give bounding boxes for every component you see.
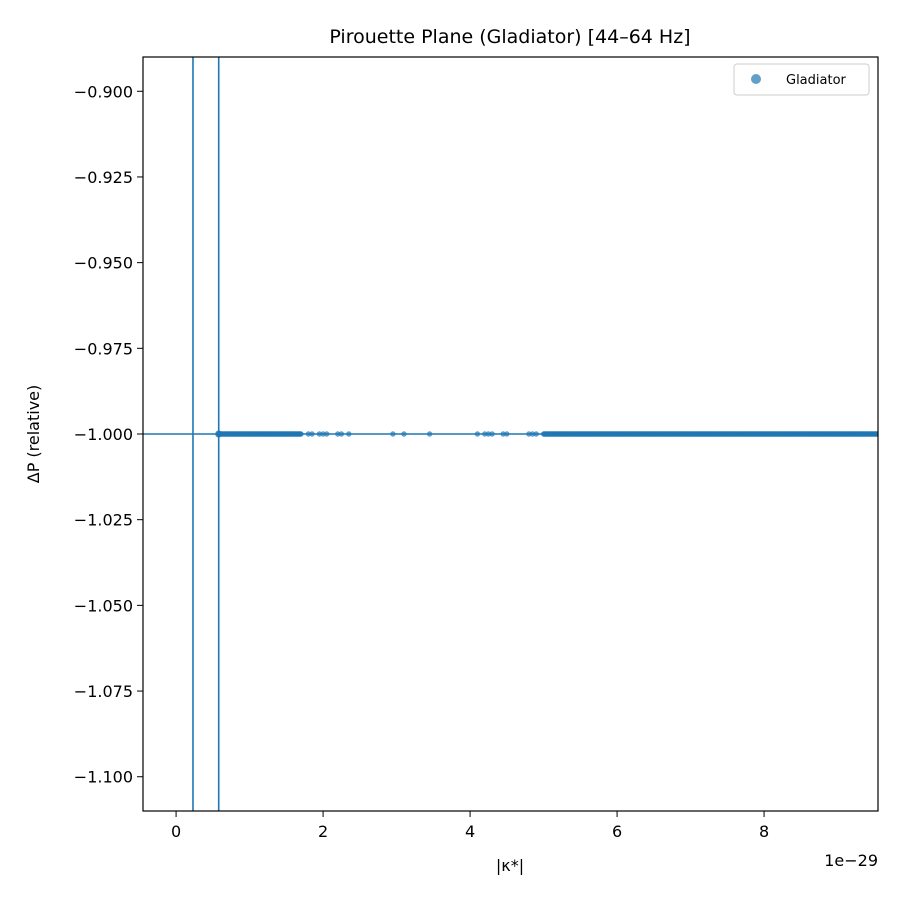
data-point bbox=[338, 431, 345, 437]
legend-box bbox=[733, 63, 870, 96]
x-axis-offset-text: 1e−29 bbox=[824, 851, 878, 870]
legend-label-gladiator: Gladiator bbox=[786, 73, 847, 88]
data-point bbox=[504, 431, 510, 437]
x-tick-label: 6 bbox=[612, 822, 622, 841]
y-tick-label: −1.000 bbox=[74, 425, 133, 444]
data-point bbox=[401, 431, 407, 437]
x-tick-label: 0 bbox=[171, 822, 181, 841]
data-point bbox=[474, 431, 481, 437]
chart-title: Pirouette Plane (Gladiator) [44–64 Hz] bbox=[329, 26, 690, 48]
data-point bbox=[489, 431, 495, 437]
plot-contents bbox=[143, 57, 878, 811]
y-tick-label: −1.050 bbox=[74, 596, 133, 615]
x-axis-label: |κ*| bbox=[496, 856, 524, 875]
y-tick-label: −0.925 bbox=[74, 168, 133, 187]
data-point bbox=[298, 431, 304, 437]
data-point bbox=[426, 431, 433, 437]
data-point bbox=[309, 431, 315, 437]
data-point bbox=[215, 430, 223, 438]
plot-area bbox=[143, 57, 878, 811]
y-tick-label: −1.075 bbox=[74, 682, 133, 701]
y-tick-label: −1.025 bbox=[74, 511, 133, 530]
y-axis-label: ΔP (relative) bbox=[24, 385, 43, 484]
x-tick-label: 2 bbox=[318, 822, 328, 841]
y-tick-label: −1.100 bbox=[74, 768, 133, 787]
x-tick-label: 8 bbox=[759, 822, 769, 841]
data-point bbox=[533, 431, 539, 437]
axes: 0 2 4 6 8 −0.900 −0.925 −0.950 −0.975 −1.000 −1.02… bbox=[74, 56, 879, 841]
y-tick-label: −0.950 bbox=[74, 254, 133, 273]
data-point bbox=[390, 431, 396, 437]
data-point bbox=[346, 431, 352, 437]
y-tick-label: −0.975 bbox=[74, 339, 133, 358]
legend-marker bbox=[751, 74, 761, 84]
x-tick-label: 4 bbox=[465, 822, 475, 841]
data-point bbox=[875, 431, 878, 437]
y-tick-label: −0.900 bbox=[74, 82, 133, 101]
data-point bbox=[324, 431, 330, 437]
legend: Gladiator bbox=[733, 63, 870, 96]
